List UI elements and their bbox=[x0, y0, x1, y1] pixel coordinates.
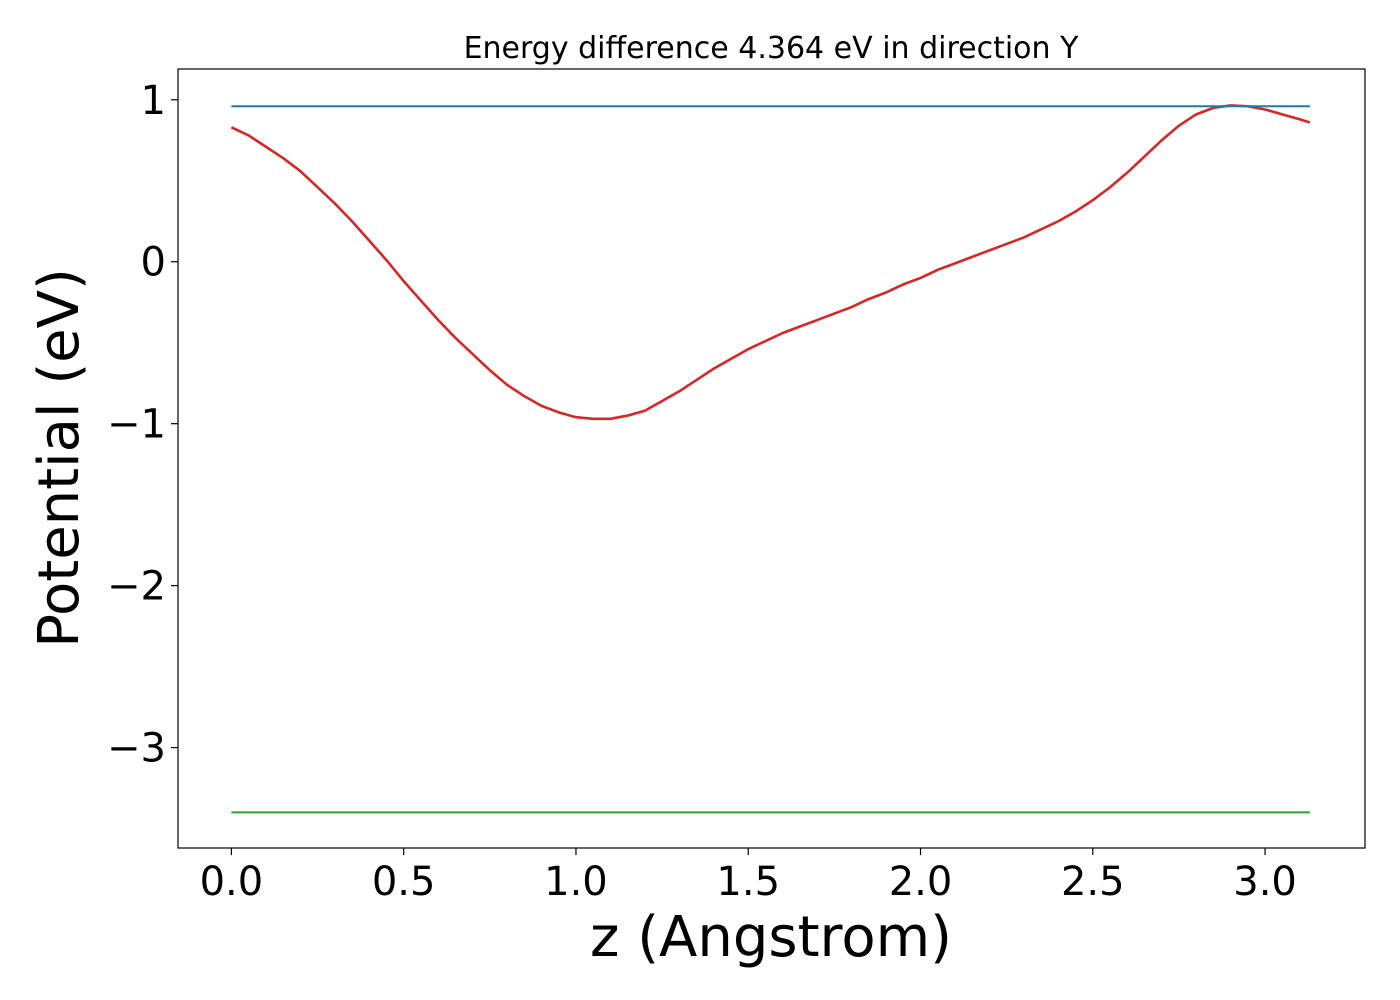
x-tick-label: 2.5 bbox=[1061, 859, 1125, 905]
series-layer bbox=[230, 104, 1311, 814]
y-tick-label: −3 bbox=[107, 726, 166, 772]
plot-area bbox=[178, 69, 1365, 848]
series-line-0 bbox=[230, 104, 1311, 421]
plot-frame bbox=[177, 68, 1366, 849]
x-tick-label: 1.0 bbox=[544, 859, 608, 905]
y-axis-ticks: 1 0 −1 −2 −3 bbox=[107, 78, 178, 772]
x-tick-label: 3.0 bbox=[1233, 859, 1297, 905]
y-tick-label: −1 bbox=[107, 402, 166, 448]
y-tick-label: −2 bbox=[107, 564, 166, 610]
chart-title: Energy difference 4.364 eV in direction … bbox=[464, 31, 1080, 66]
x-axis-ticks: 0.0 0.5 1.0 1.5 2.0 2.5 3.0 bbox=[200, 848, 1297, 905]
x-tick-label: 0.0 bbox=[200, 859, 264, 905]
x-tick-label: 2.0 bbox=[889, 859, 953, 905]
x-axis-label: z (Angstrom) bbox=[590, 905, 952, 970]
y-tick-label: 0 bbox=[141, 240, 166, 286]
y-axis-label: Potential (eV) bbox=[27, 268, 92, 648]
x-tick-label: 0.5 bbox=[372, 859, 436, 905]
x-tick-label: 1.5 bbox=[716, 859, 780, 905]
y-tick-label: 1 bbox=[141, 78, 166, 124]
